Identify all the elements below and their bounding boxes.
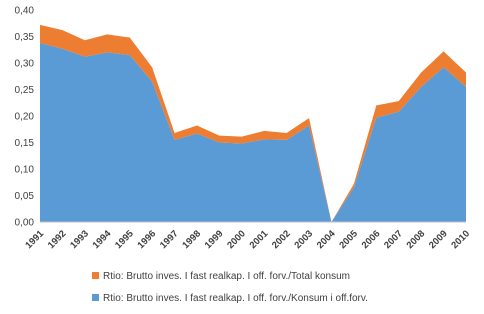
x-tick-label: 2003: [292, 228, 315, 251]
x-tick-label: 2009: [427, 228, 450, 251]
y-tick-label: 0,30: [15, 59, 35, 70]
area: [40, 42, 466, 222]
x-tick-label: 1997: [158, 228, 181, 251]
x-tick-label: 1994: [91, 228, 114, 251]
x-tick-label: 1995: [113, 228, 136, 251]
x-tick-label: 1992: [46, 228, 69, 251]
y-tick-label: 0,25: [15, 85, 35, 96]
legend-swatch: [92, 272, 99, 279]
y-tick-label: 0,15: [15, 138, 35, 149]
x-tick-label: 1999: [203, 228, 226, 251]
y-tick-label: 0,20: [15, 112, 35, 123]
legend-label: Rtio: Brutto inves. I fast realkap. I of…: [103, 271, 350, 282]
x-tick-label: 2004: [315, 228, 338, 251]
y-tick-label: 0,35: [15, 32, 35, 43]
legend-label: Rtio: Brutto inves. I fast realkap. I of…: [103, 293, 368, 304]
x-tick-label: 1996: [135, 228, 158, 251]
y-tick-label: 0,40: [15, 6, 35, 17]
x-tick-label: 2010: [449, 228, 472, 251]
y-tick-label: 0,05: [15, 191, 35, 202]
y-tick-label: 0,00: [15, 218, 35, 229]
x-tick-label: 2007: [382, 228, 405, 251]
x-tick-label: 1998: [180, 228, 203, 251]
x-tick-label: 2005: [337, 228, 360, 251]
area: [40, 24, 466, 223]
y-tick-label: 0,10: [15, 165, 35, 176]
x-tick-label: 2006: [360, 228, 383, 251]
x-tick-label: 1993: [68, 228, 91, 251]
legend-swatch: [92, 294, 99, 301]
x-tick-label: 2008: [405, 228, 428, 251]
x-tick-label: 2002: [270, 228, 293, 251]
x-tick-label: 1991: [23, 228, 46, 251]
x-tick-label: 2000: [225, 228, 248, 251]
x-tick-label: 2001: [248, 228, 271, 251]
